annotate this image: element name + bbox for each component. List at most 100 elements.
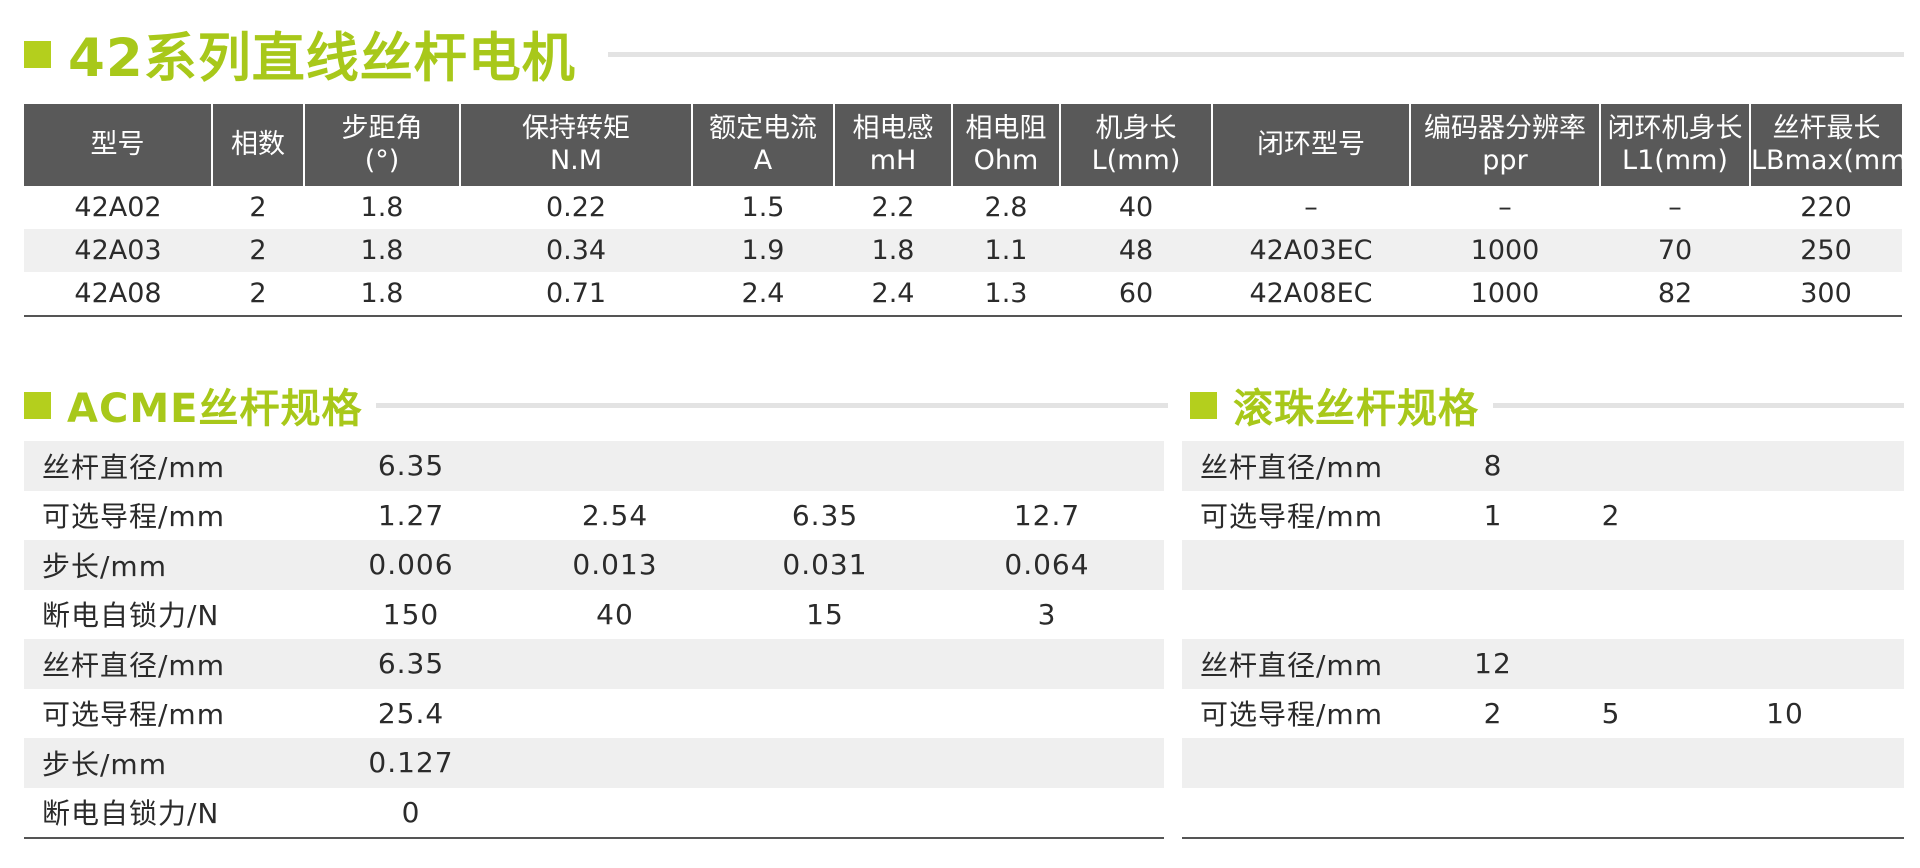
spec-row: 步长/mm 0.006 0.013 0.031 0.064 xyxy=(24,540,1164,590)
table-cell: 1.9 xyxy=(692,229,834,272)
table-cell: 250 xyxy=(1750,229,1902,272)
column-header-line: 相电阻 xyxy=(965,113,1047,144)
spec-value xyxy=(1666,491,1904,541)
spec-row xyxy=(1182,738,1904,788)
spec-value: 8 xyxy=(1430,441,1556,491)
spec-value: 15 xyxy=(806,597,844,631)
spec-row xyxy=(1182,540,1904,590)
spec-row: 可选导程/mm 2 5 10 xyxy=(1182,689,1904,739)
spec-value: 5 xyxy=(1601,696,1621,730)
spec-label: 可选导程/mm xyxy=(1200,698,1383,732)
spec-value: 40 xyxy=(596,597,634,631)
column-header-line: 机身长 xyxy=(1095,113,1177,144)
motor-spec-table: 型号 相数 步距角 (°) 保持转矩 N.M 额定电流 A 相电感 mH 相电阻 Ohm 机身长 L(mm… xyxy=(24,104,1918,317)
table-cell: 42A03 xyxy=(24,229,212,272)
ball-title: 滚珠丝杆规格 xyxy=(1233,386,1479,432)
spec-value: 2 xyxy=(1483,696,1503,730)
column-header: 保持转矩 N.M xyxy=(460,104,693,186)
table-cell: 60 xyxy=(1060,272,1212,317)
spec-value xyxy=(1430,738,1556,788)
column-header-line: 编码器分辨率 xyxy=(1424,113,1586,144)
spec-value xyxy=(720,639,930,689)
spec-label xyxy=(1182,590,1430,640)
spec-value xyxy=(930,689,1164,739)
table-cell: 2.4 xyxy=(692,272,834,317)
spec-label: 断电自锁力/N xyxy=(42,797,220,831)
column-header: 额定电流 A xyxy=(692,104,835,186)
main-heading: 42系列直线丝杆电机 xyxy=(24,22,1904,89)
table-cell: 42A08EC xyxy=(1212,272,1410,317)
spec-value xyxy=(510,738,720,788)
column-header-line: N.M xyxy=(549,145,603,176)
column-header: 相电感 mH xyxy=(834,104,953,186)
table-cell: 2.4 xyxy=(834,272,952,317)
acme-heading: ACME丝杆规格 xyxy=(24,380,1168,432)
motor-table-header-row: 型号 相数 步距角 (°) 保持转矩 N.M 额定电流 A 相电感 mH 相电阻 Ohm 机身长 L(mm… xyxy=(24,104,1918,186)
table-cell: 42A03EC xyxy=(1212,229,1410,272)
column-header-line: 额定电流 xyxy=(709,113,817,144)
spec-label: 丝杆直径/mm xyxy=(1182,639,1430,689)
column-header-line: 保持转矩 xyxy=(522,113,630,144)
heading-square-marker xyxy=(24,40,51,68)
spec-value xyxy=(1556,441,1666,491)
table-cell: 0.71 xyxy=(460,272,692,317)
spec-value xyxy=(1666,639,1904,689)
table-cell: 2 xyxy=(212,229,304,272)
spec-value: 6.35 xyxy=(312,639,510,689)
spec-row: 步长/mm 0.127 xyxy=(24,738,1164,788)
column-header: 丝杆最长 LBmax(mm) xyxy=(1750,104,1918,186)
column-header-line: Ohm xyxy=(973,145,1039,176)
heading-square-marker xyxy=(1190,391,1217,419)
acme-spec-table: 丝杆直径/mm 6.35 可选导程/mm 1.27 2.54 6.35 12.7 步长/mm 0… xyxy=(24,441,1164,839)
spec-label: 可选导程/mm xyxy=(42,500,225,534)
spec-label xyxy=(1182,738,1430,788)
spec-value: 0.013 xyxy=(510,540,720,590)
spec-value xyxy=(1556,590,1666,640)
spec-value: 0.064 xyxy=(930,540,1164,590)
column-header-line: mH xyxy=(869,145,917,176)
column-header: 相电阻 Ohm xyxy=(952,104,1061,186)
heading-rule xyxy=(1493,402,1904,408)
spec-value: 6.35 xyxy=(312,441,510,491)
spec-row: 丝杆直径/mm 6.35 xyxy=(24,441,1164,491)
table-cell: – xyxy=(1668,192,1682,223)
column-header-line: 相数 xyxy=(231,129,285,160)
spec-value: 1.27 xyxy=(377,498,445,532)
spec-row: 可选导程/mm 1.27 2.54 6.35 12.7 xyxy=(24,491,1164,541)
spec-value: 25.4 xyxy=(377,696,445,730)
spec-value xyxy=(720,441,930,491)
spec-row: 断电自锁力/N 150 40 15 3 xyxy=(24,590,1164,640)
spec-value xyxy=(1666,738,1904,788)
ball-heading: 滚珠丝杆规格 xyxy=(1190,380,1904,432)
spec-value: 2 xyxy=(1601,498,1621,532)
table-cell: 2 xyxy=(249,192,267,223)
column-header-line: LBmax(mm) xyxy=(1751,145,1918,176)
column-header-line: (°) xyxy=(364,145,400,176)
spec-label: 丝杆直径/mm xyxy=(24,639,312,689)
spec-value xyxy=(1430,540,1556,590)
ball-spec-table: 丝杆直径/mm 8 可选导程/mm 1 2 丝杆直径/mm 12 可选导程/mm 2 5 10 xyxy=(1182,441,1904,839)
spec-row: 可选导程/mm 25.4 xyxy=(24,689,1164,739)
table-row: 42A08 2 1.8 0.71 2.4 2.4 1.3 60 42A08EC 1000 82 300 xyxy=(24,272,1902,317)
table-cell: – xyxy=(1498,192,1512,223)
column-header-line: 相电感 xyxy=(852,113,934,144)
column-header-line: 步距角 xyxy=(341,113,423,144)
spec-value xyxy=(1666,590,1904,640)
heading-square-marker xyxy=(24,391,51,419)
table-cell: 220 xyxy=(1800,192,1852,223)
spec-value xyxy=(930,441,1164,491)
table-cell: 1.5 xyxy=(741,192,785,223)
table-cell: 70 xyxy=(1600,229,1750,272)
spec-label: 步长/mm xyxy=(24,738,312,788)
spec-value xyxy=(510,441,720,491)
spec-row: 断电自锁力/N 0 xyxy=(24,788,1164,839)
spec-value: 0 xyxy=(401,795,421,829)
table-cell: 0.34 xyxy=(460,229,692,272)
spec-label: 可选导程/mm xyxy=(42,698,225,732)
spec-value xyxy=(510,689,720,739)
spec-label: 步长/mm xyxy=(24,540,312,590)
spec-value: 12 xyxy=(1430,639,1556,689)
table-cell: 1000 xyxy=(1410,272,1600,317)
spec-value xyxy=(510,788,720,839)
spec-row: 可选导程/mm 1 2 xyxy=(1182,491,1904,541)
